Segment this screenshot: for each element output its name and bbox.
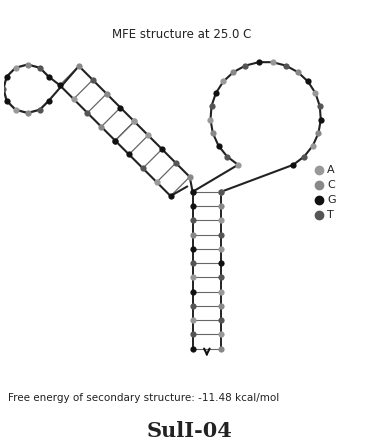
Text: A: A [327, 166, 335, 175]
Text: T: T [327, 210, 334, 220]
Text: SulI-04: SulI-04 [147, 421, 232, 441]
Text: C: C [327, 180, 335, 190]
Text: G: G [327, 195, 335, 205]
Text: Free energy of secondary structure: -11.48 kcal/mol: Free energy of secondary structure: -11.… [8, 393, 279, 403]
Text: MFE structure at 25.0 C: MFE structure at 25.0 C [112, 28, 252, 41]
